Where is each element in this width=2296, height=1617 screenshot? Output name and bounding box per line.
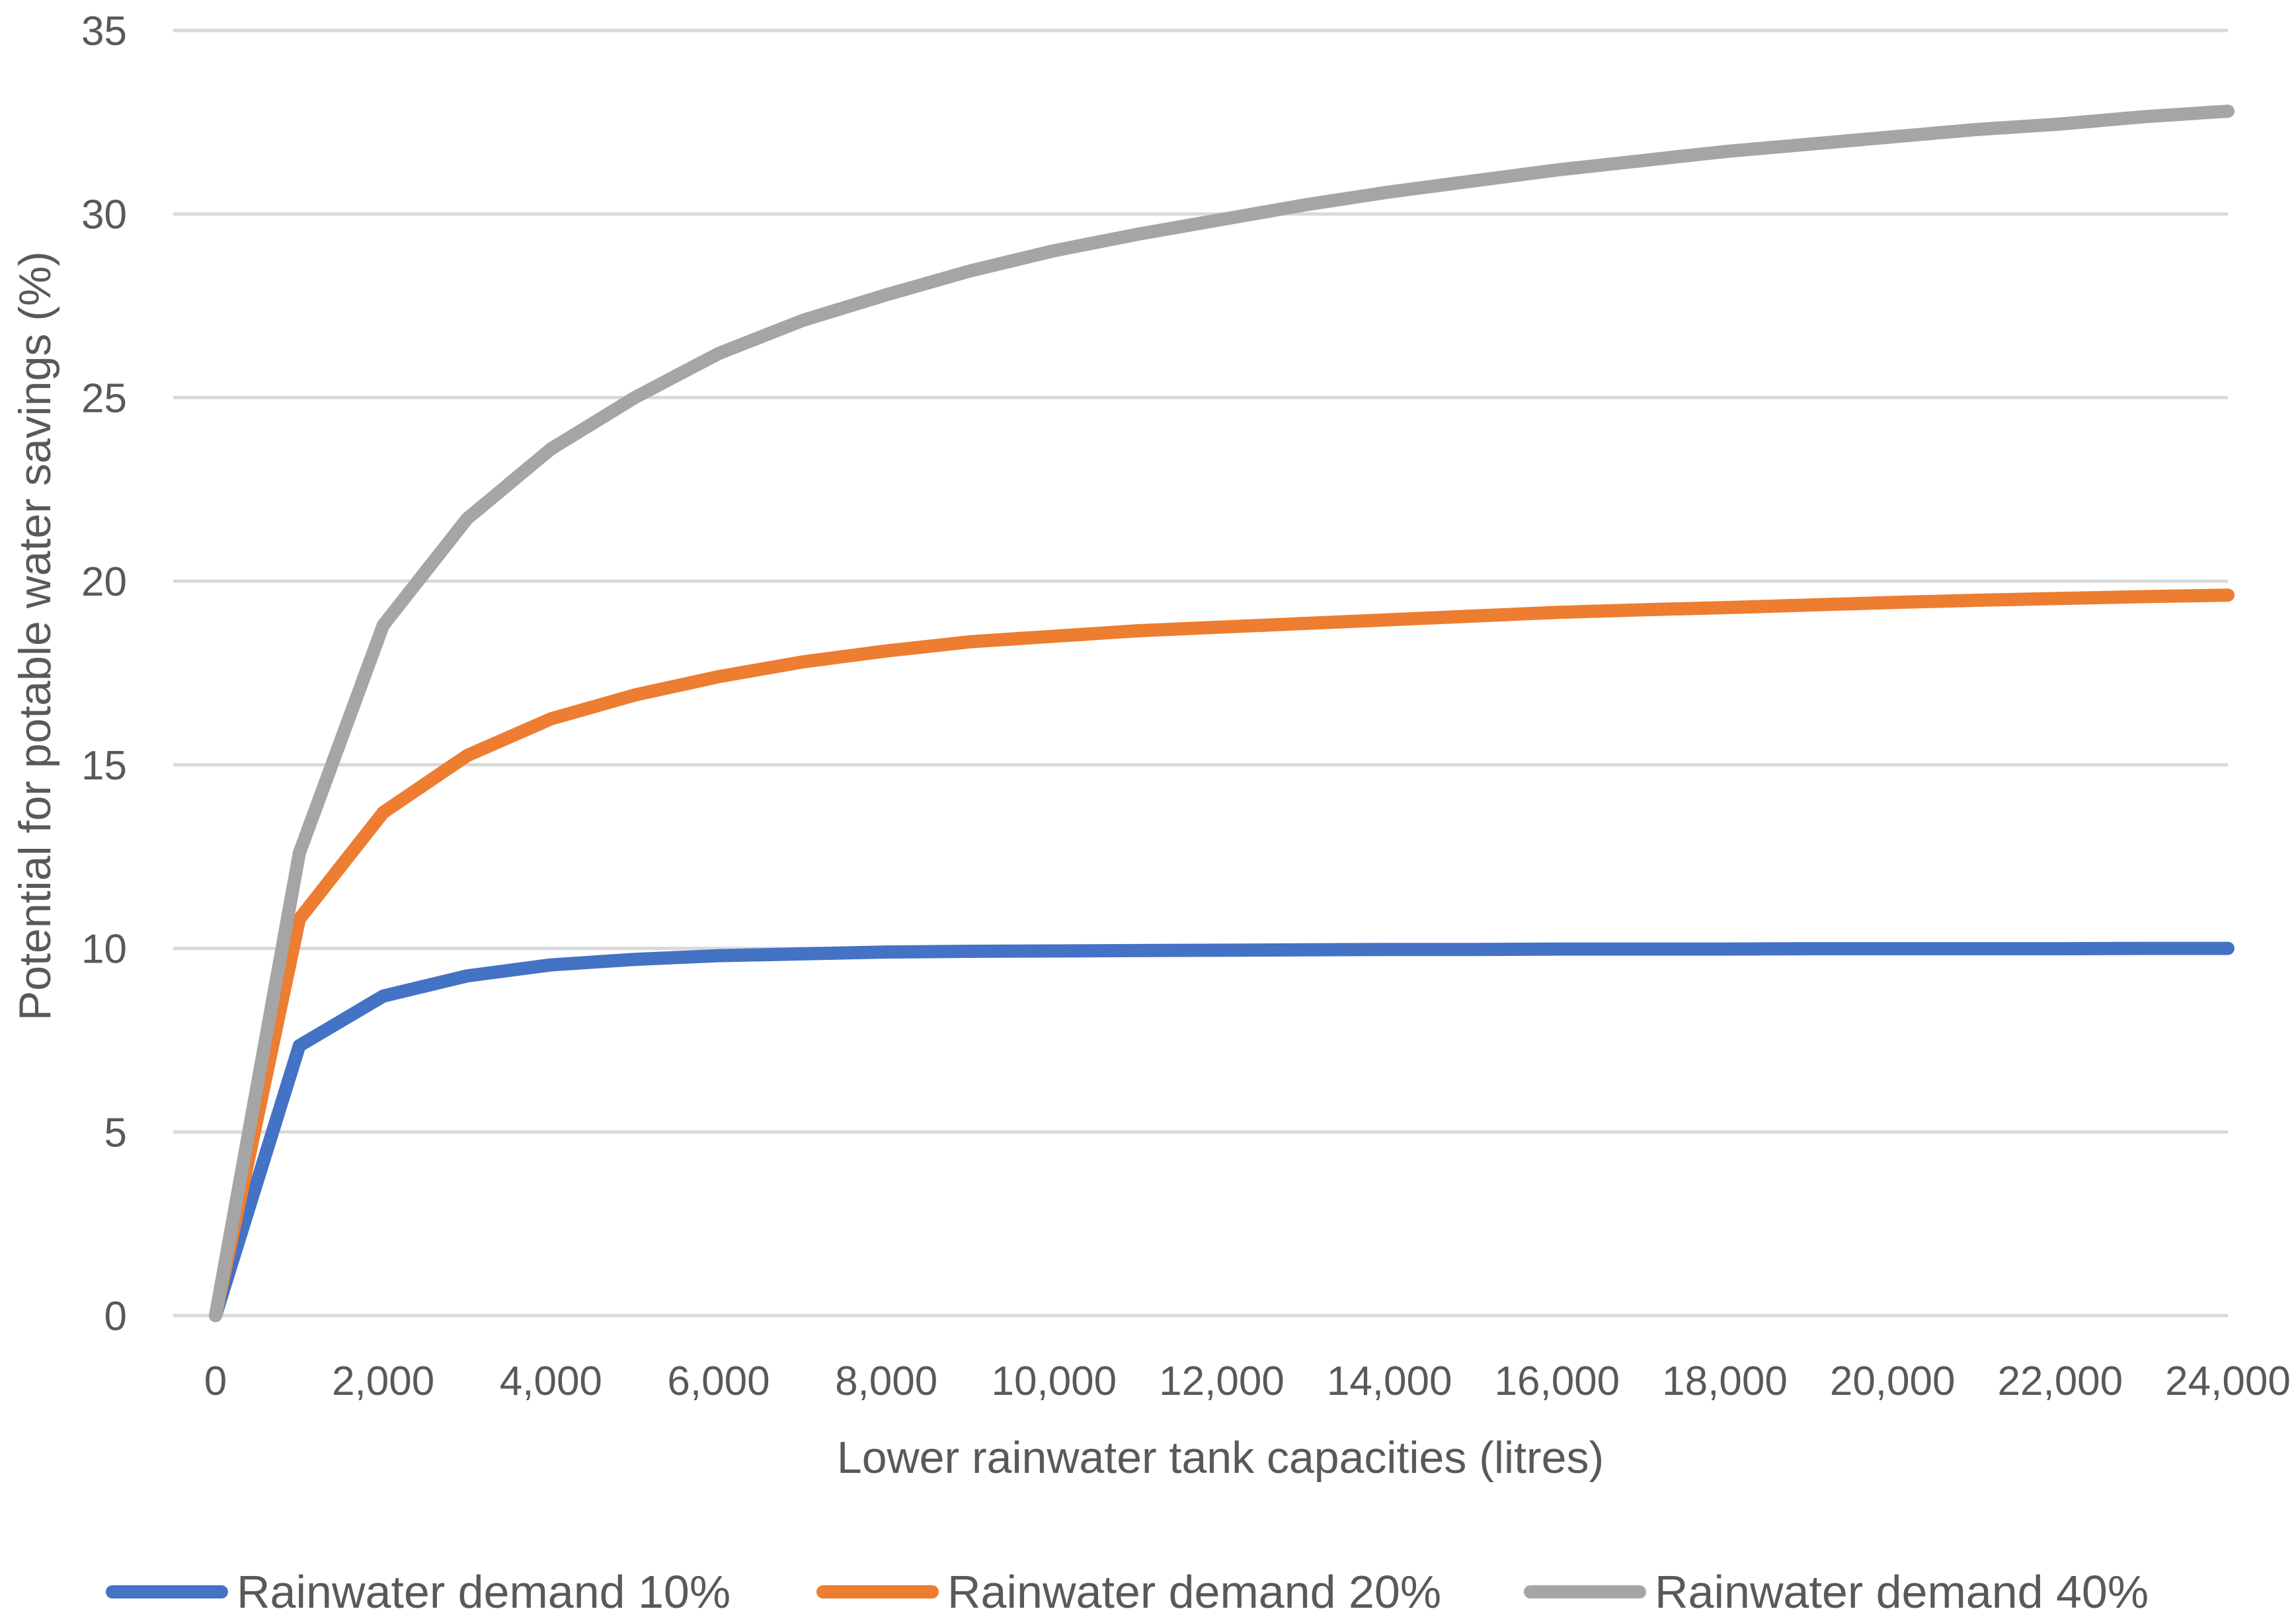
x-tick-label: 12,000 <box>1159 1359 1285 1404</box>
x-tick-label: 24,000 <box>2165 1359 2291 1404</box>
legend: Rainwater demand 10% Rainwater demand 20%… <box>106 1566 2149 1617</box>
y-tick-label: 25 <box>81 375 127 421</box>
y-tick-label: 10 <box>81 927 127 972</box>
x-tick-label: 4,000 <box>500 1359 602 1404</box>
x-tick-label: 6,000 <box>667 1359 770 1404</box>
x-tick-label: 10,000 <box>992 1359 1117 1404</box>
y-tick-label: 30 <box>81 192 127 238</box>
x-tick-label: 2,000 <box>332 1359 434 1404</box>
x-tick-label: 8,000 <box>835 1359 937 1404</box>
x-tick-label: 20,000 <box>1830 1359 1956 1404</box>
legend-label-3: Rainwater demand 40% <box>1655 1566 2149 1617</box>
x-tick-label: 22,000 <box>1998 1359 2123 1404</box>
x-axis-ticks: 0 2,000 4,000 6,000 8,000 10,000 12,000 14,000 1… <box>204 1359 2291 1404</box>
x-tick-label: 0 <box>204 1359 227 1404</box>
x-axis-title: Lower rainwater tank capacities (litres) <box>837 1433 1604 1483</box>
y-axis-title: Potential for potable water savings (%) <box>10 251 60 1021</box>
series-line-1 <box>209 941 2235 1322</box>
x-tick-label: 16,000 <box>1495 1359 1620 1404</box>
legend-label-1: Rainwater demand 10% <box>237 1566 731 1617</box>
legend-label-2: Rainwater demand 20% <box>947 1566 1441 1617</box>
y-tick-label: 15 <box>81 743 127 789</box>
series-line-2 <box>209 588 2235 1322</box>
y-tick-label: 20 <box>81 559 127 605</box>
y-axis-ticks: 0 5 10 15 20 25 30 35 <box>81 9 127 1339</box>
y-tick-label: 5 <box>104 1110 127 1156</box>
x-tick-label: 18,000 <box>1662 1359 1788 1404</box>
y-tick-label: 35 <box>81 9 127 54</box>
series-line-3 <box>209 104 2235 1322</box>
y-tick-label: 0 <box>104 1294 127 1339</box>
series-lines <box>209 104 2235 1322</box>
x-tick-label: 14,000 <box>1327 1359 1452 1404</box>
